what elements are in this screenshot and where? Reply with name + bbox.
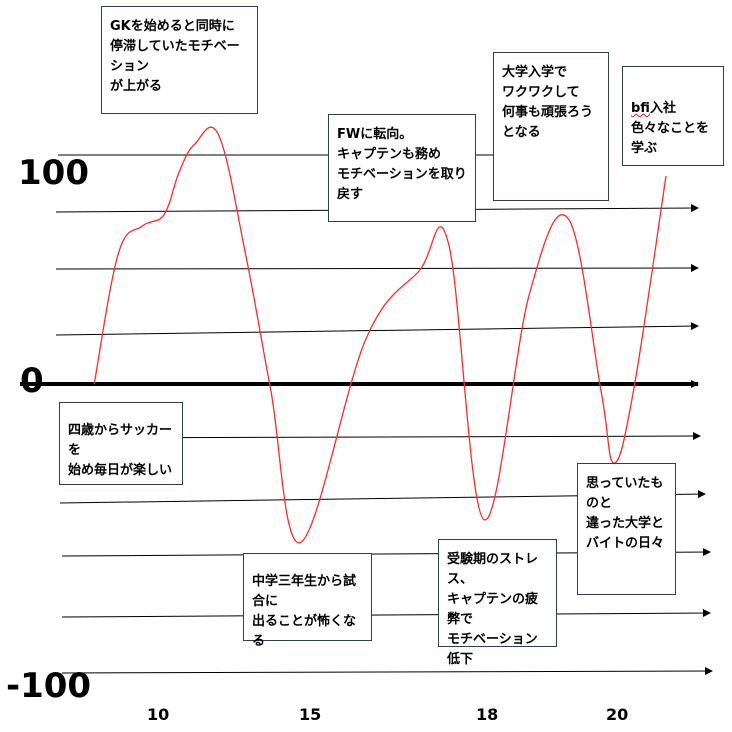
x-tick-label-18: 18 xyxy=(476,705,498,724)
gridline-arrow-3 xyxy=(55,322,699,336)
x-tick-label-10: 10 xyxy=(147,705,169,724)
annotation-gk-start: GKを始めると同時に 停滞していたモチベーション が上がる xyxy=(101,6,258,114)
annotation-joined-company: bfi入社 色々なことを学ぶ xyxy=(622,66,724,166)
annotation-disappointing-university: 思っていたものと 違った大学と バイトの日々 xyxy=(577,463,676,595)
y-tick-label-100: 100 xyxy=(18,153,89,193)
annotation-university-entry: 大学入学で ワクワクして 何事も頑張ろうとなる xyxy=(493,52,609,201)
x-tick-label-15: 15 xyxy=(299,705,321,724)
gridline-arrow-8 xyxy=(61,667,713,676)
gridline-arrow-2 xyxy=(55,264,699,273)
y-tick-label-minus-100: -100 xyxy=(6,666,91,706)
x-tick-label-20: 20 xyxy=(606,705,628,724)
motivation-series-line xyxy=(93,126,667,543)
annotation-joined-company-text: 入社 色々なことを学ぶ xyxy=(631,101,710,156)
annotation-junior-high-fear: 中学三年生から試合に 出ることが怖くなる xyxy=(243,553,372,649)
annotation-fw-convert: FWに転向。 キャプテンも務め モチベーションを取り戻す xyxy=(328,114,476,222)
company-name-text: bfi xyxy=(631,101,650,116)
y-tick-label-0: 0 xyxy=(20,361,44,401)
gridline-arrow-7 xyxy=(61,609,711,618)
annotation-age-four-soccer: 四歳からサッカーを 始め毎日が楽しい xyxy=(59,402,183,485)
annotation-exam-stress: 受験期のストレス、 キャプテンの疲弊で モチベーション低下 xyxy=(438,539,557,667)
